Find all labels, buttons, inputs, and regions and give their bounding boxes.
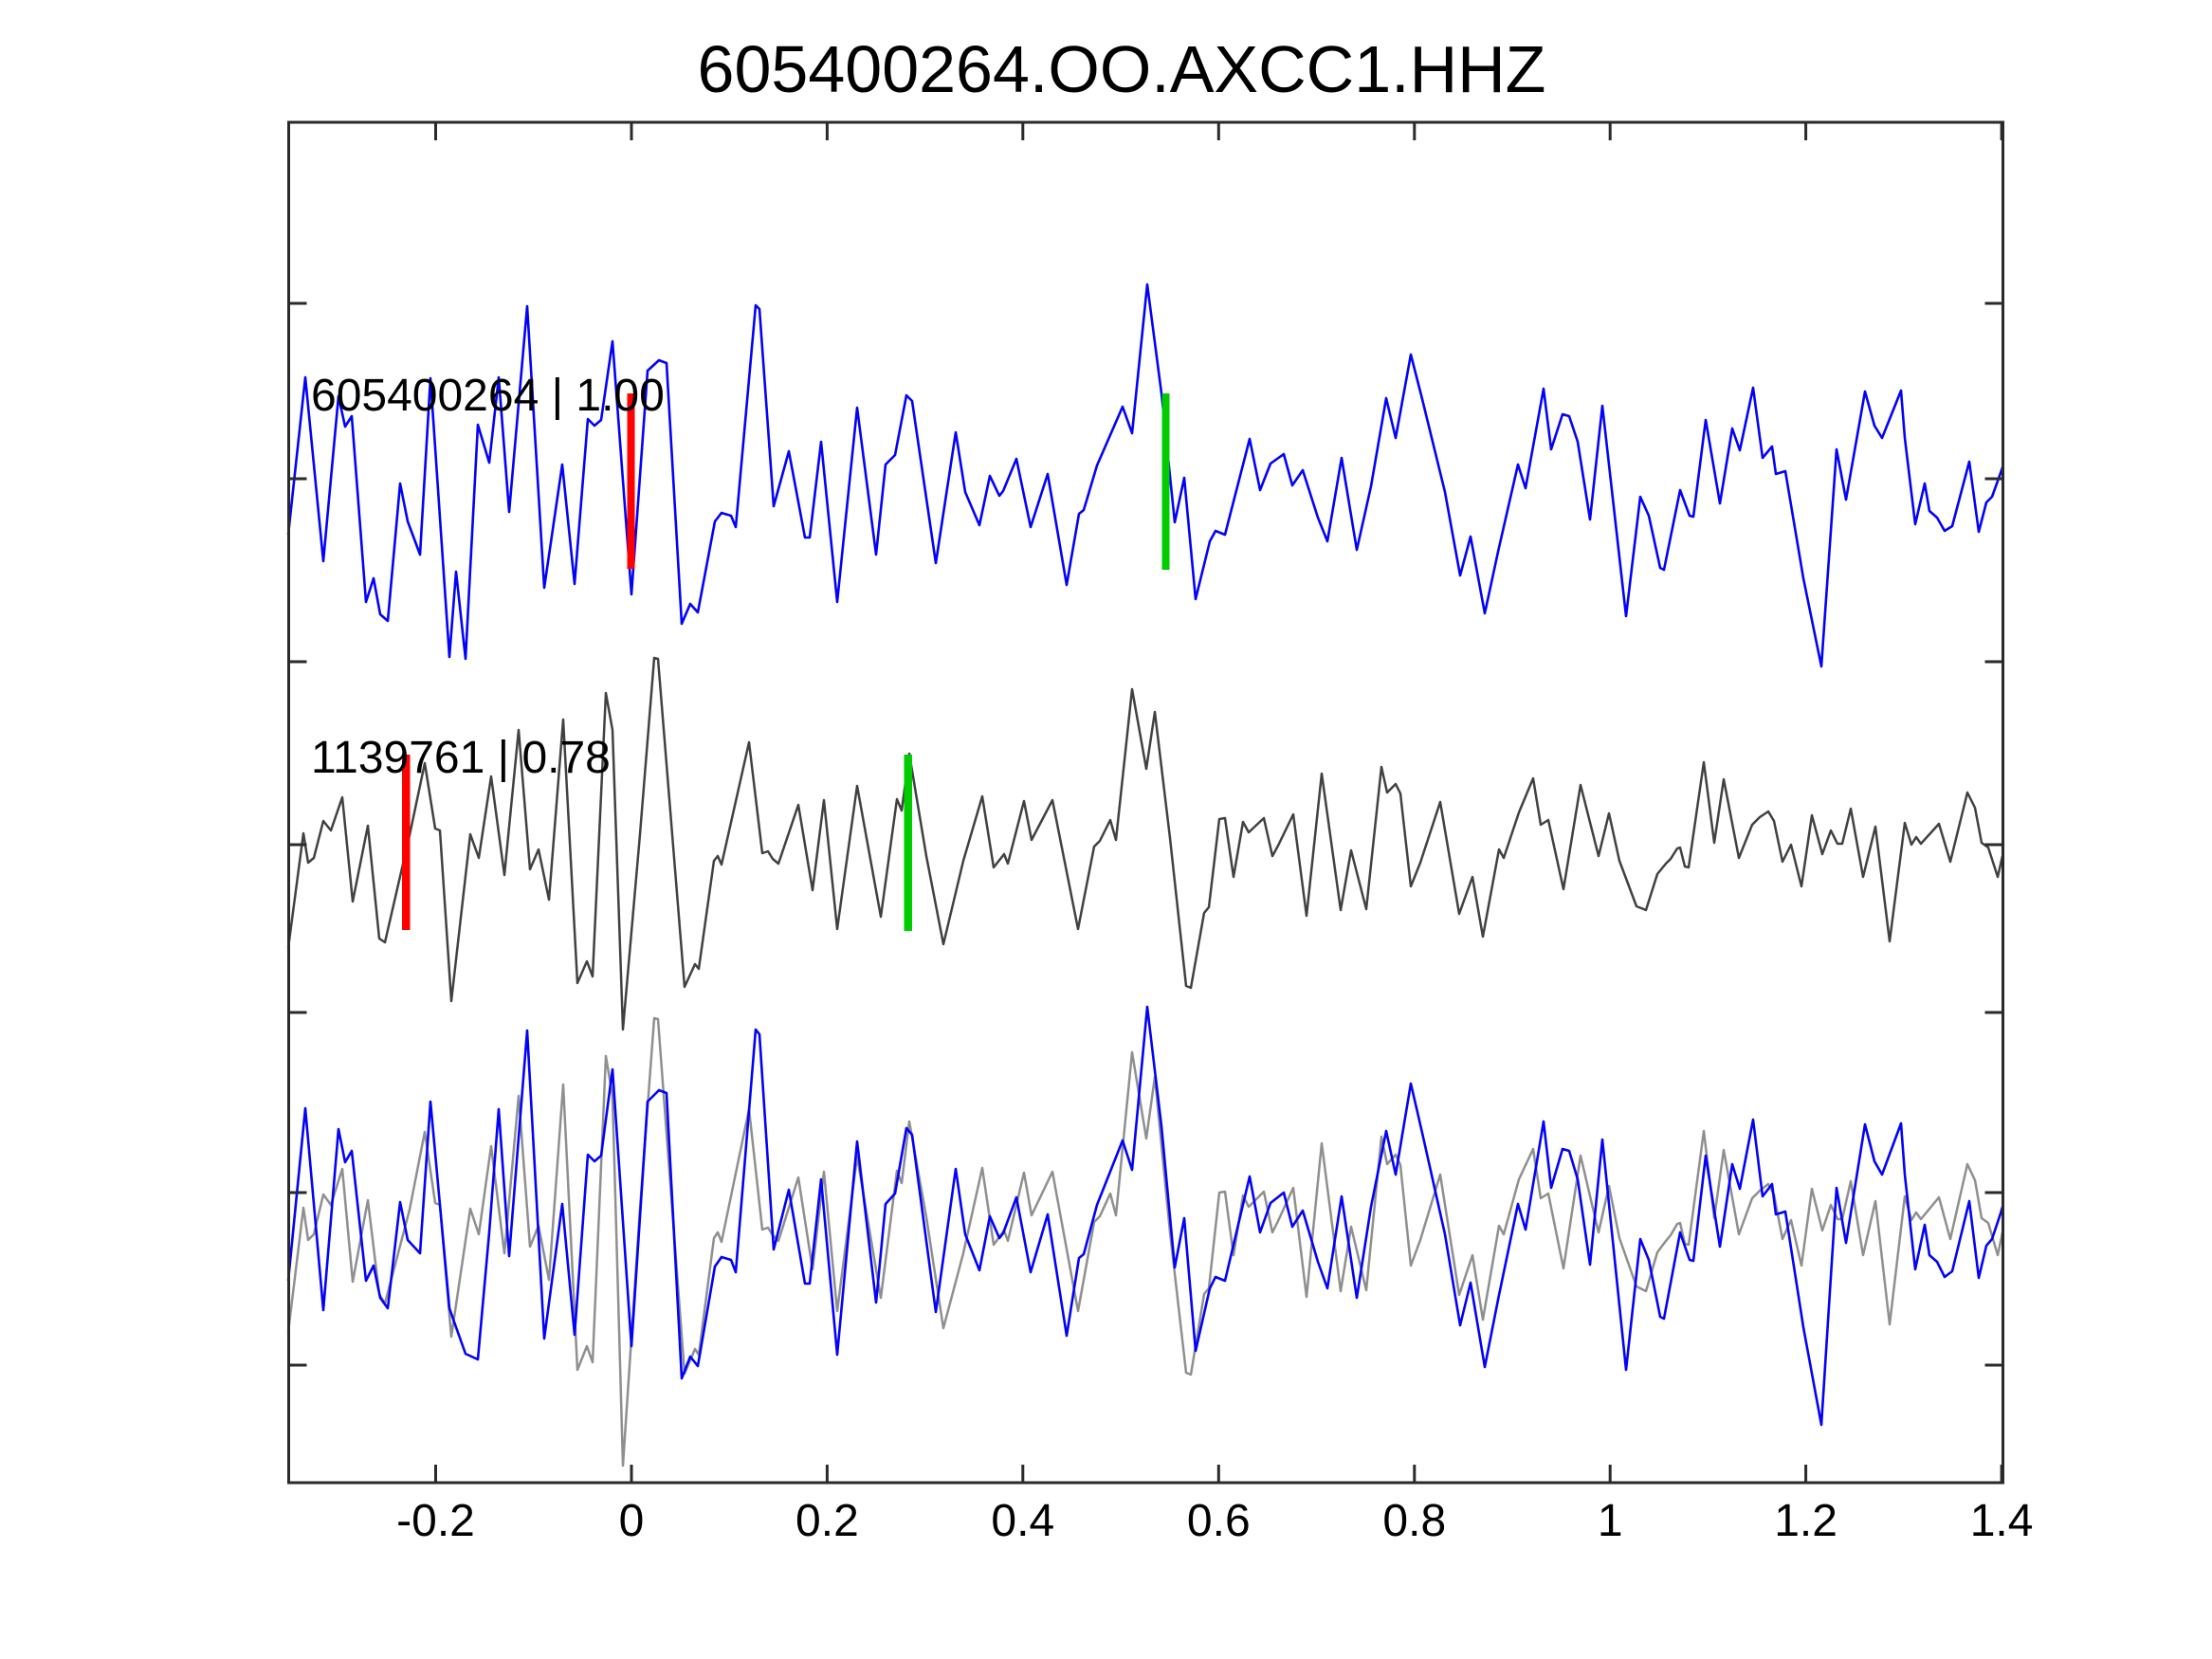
svg-text:1.4: 1.4 (1970, 1496, 2034, 1546)
svg-text:0.4: 0.4 (991, 1496, 1054, 1546)
svg-text:605400264.OO.AXCC1.HHZ: 605400264.OO.AXCC1.HHZ (698, 32, 1546, 106)
svg-text:0.2: 0.2 (795, 1496, 859, 1546)
svg-text:0: 0 (619, 1496, 645, 1546)
svg-text:1: 1 (1598, 1496, 1623, 1546)
svg-text:-0.2: -0.2 (396, 1496, 475, 1546)
svg-text:1.2: 1.2 (1774, 1496, 1837, 1546)
svg-text:605400264 | 1.00: 605400264 | 1.00 (311, 371, 665, 421)
svg-text:0.6: 0.6 (1187, 1496, 1251, 1546)
svg-text:1139761 | 0.78: 1139761 | 0.78 (311, 733, 611, 783)
svg-text:0.8: 0.8 (1382, 1496, 1446, 1546)
